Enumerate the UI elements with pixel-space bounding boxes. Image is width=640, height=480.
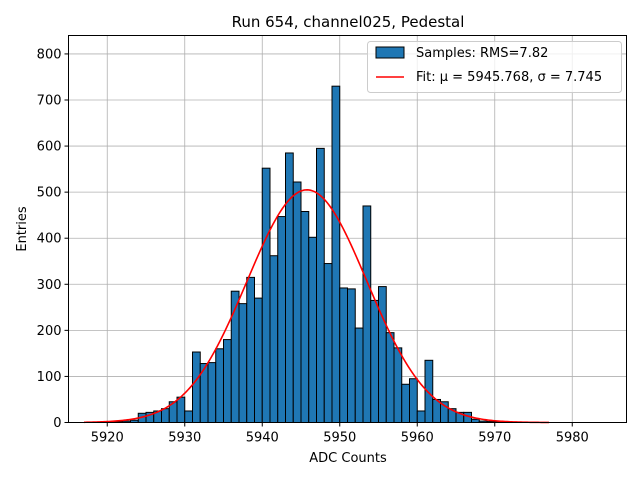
histogram-bar [238, 303, 248, 423]
histogram-bar [393, 347, 403, 423]
histogram-bar [424, 359, 434, 423]
y-tick-label: 0 [53, 416, 61, 431]
histogram-bar [331, 85, 341, 424]
histogram-bar [323, 263, 333, 423]
y-tick-label: 300 [37, 278, 62, 293]
legend-box [367, 41, 622, 93]
histogram-bar [339, 287, 348, 423]
fit-curve [83, 189, 550, 424]
histogram-bar [300, 210, 310, 423]
legend-label-samples: Samples: RMS=7.82 [416, 46, 548, 61]
x-tick-label: 5940 [246, 431, 279, 446]
histogram-bar [269, 255, 279, 423]
x-axis-label: ADC Counts [309, 451, 387, 466]
histogram-bar [416, 410, 426, 424]
legend-patch-samples [375, 46, 405, 59]
histogram-bar [184, 410, 193, 424]
histogram-bar [385, 332, 395, 423]
y-tick-label: 700 [37, 94, 62, 109]
legend: Samples: RMS=7.82 Fit: μ = 5945.768, σ =… [367, 41, 622, 93]
y-axis-label: Entries [15, 206, 30, 252]
histogram-bar [246, 276, 255, 423]
y-tick-label: 400 [37, 232, 62, 247]
histogram-bar [409, 378, 418, 424]
histogram-bar [347, 288, 356, 423]
histogram-bar [215, 348, 224, 423]
histogram-bar [176, 396, 186, 423]
y-tick-label: 600 [37, 140, 62, 155]
x-tick-label: 5960 [401, 431, 434, 446]
y-tick-label: 800 [37, 47, 62, 62]
y-axis-ticks: 0 100 200 300 400 500 600 700 800 [37, 47, 69, 431]
histogram-bar [285, 152, 294, 423]
histogram-bar [277, 216, 286, 423]
histogram-bar [207, 362, 217, 424]
chart-title: Run 654, channel025, Pedestal [232, 13, 465, 31]
x-axis-ticks: 5920 5930 5940 5950 5960 5970 5980 [91, 422, 589, 446]
histogram-bar [192, 351, 201, 423]
histogram-bars [106, 85, 503, 424]
y-tick-label: 500 [37, 186, 62, 201]
histogram-bar [370, 299, 379, 423]
histogram-bar [254, 297, 263, 424]
x-tick-label: 5980 [556, 431, 589, 446]
histogram-bar [316, 147, 325, 423]
legend-label-fit: Fit: μ = 5945.768, σ = 7.745 [416, 70, 602, 85]
histogram-bar [230, 290, 240, 424]
histogram-bar [292, 181, 302, 423]
plot-frame [68, 35, 627, 423]
histogram-bar [308, 236, 317, 423]
histogram-bar [378, 286, 387, 424]
histogram-bar [223, 339, 232, 424]
y-tick-label: 100 [37, 370, 62, 385]
y-tick-label: 200 [37, 324, 62, 339]
histogram-bar [161, 408, 170, 423]
x-tick-label: 5950 [323, 431, 356, 446]
fit-curve-group [83, 189, 550, 424]
histogram-bar [354, 327, 364, 423]
x-tick-label: 5970 [478, 431, 511, 446]
histogram-bar [362, 205, 372, 423]
histogram-bar [401, 383, 410, 423]
x-tick-label: 5930 [168, 431, 201, 446]
histogram-bar [261, 167, 271, 423]
x-tick-label: 5920 [91, 431, 124, 446]
